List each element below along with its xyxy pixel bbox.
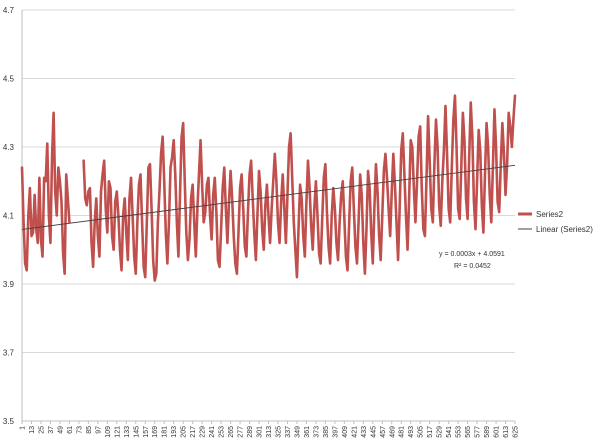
series-lines	[20, 94, 517, 282]
x-tick-label: 421	[351, 426, 358, 438]
x-tick-label: 505	[418, 426, 425, 438]
x-tick-label: 385	[323, 426, 330, 438]
x-tick-label: 289	[247, 426, 254, 438]
y-tick-label: 4.5	[3, 75, 15, 84]
x-tick-label: 373	[313, 426, 320, 438]
x-tick-label: 1	[20, 426, 27, 430]
x-tick-label: 337	[285, 426, 292, 438]
x-tick-label: 301	[257, 426, 264, 438]
x-tick-label: 253	[219, 426, 226, 438]
x-tick-label: 229	[200, 426, 207, 438]
x-tick-label: 541	[446, 426, 453, 438]
x-tick-label: 529	[437, 426, 444, 438]
trendline-equation: y = 0.0003x + 4.0591 R² = 0.0452	[439, 251, 505, 270]
x-tick-label: 277	[238, 426, 245, 438]
x-tick-label: 181	[162, 426, 169, 438]
y-tick-label: 3.9	[3, 280, 15, 289]
x-tick-label: 313	[266, 426, 273, 438]
x-tick-label: 49	[57, 426, 64, 434]
x-tick-label: 133	[124, 426, 131, 438]
series2-line-segment	[20, 111, 71, 276]
x-tick-label: 169	[152, 426, 159, 438]
x-tick-label: 121	[114, 426, 121, 438]
linear-trendline	[21, 164, 516, 230]
x-tick-label: 241	[209, 426, 216, 438]
y-tick-label: 3.5	[3, 417, 15, 426]
x-tick-label: 85	[86, 426, 93, 434]
x-tick-label: 553	[456, 426, 463, 438]
x-tick-label: 577	[475, 426, 482, 438]
x-tick-label: 61	[67, 426, 74, 434]
x-tick-label: 469	[389, 426, 396, 438]
trendline-equation-label: y = 0.0003x + 4.0591	[439, 251, 505, 258]
x-tick-label: 145	[133, 426, 140, 438]
x-tick-label: 217	[190, 426, 197, 438]
y-axis-tick-labels: 3.5 3.7 3.9 4.1 4.3 4.5 4.7	[3, 6, 15, 426]
x-tick-label: 265	[228, 426, 235, 438]
x-tick-label: 361	[304, 426, 311, 438]
x-tick-label: 73	[76, 426, 83, 434]
x-tick-label: 565	[465, 426, 472, 438]
x-tick-label: 205	[181, 426, 188, 438]
x-tick-label: 481	[399, 426, 406, 438]
trendline	[21, 164, 516, 230]
y-tick-label: 3.7	[3, 349, 15, 358]
y-tick-label: 4.3	[3, 143, 15, 152]
x-tick-label: 193	[171, 426, 178, 438]
x-tick-label: 109	[105, 426, 112, 438]
y-tick-label: 4.1	[3, 212, 15, 221]
x-tick-label: 157	[143, 426, 150, 438]
x-tick-label: 25	[38, 426, 45, 434]
legend: Series2 Linear (Series2)	[518, 210, 593, 234]
x-tick-label: 325	[275, 426, 282, 438]
x-tick-label: 349	[294, 426, 301, 438]
gridlines	[21, 9, 515, 422]
x-tick-label: 589	[484, 426, 491, 438]
x-tick-label: 397	[332, 426, 339, 438]
x-tick-label: 445	[370, 426, 377, 438]
x-tick-label: 97	[95, 426, 102, 434]
x-tick-label: 493	[408, 426, 415, 438]
x-tick-label: 13	[29, 426, 36, 434]
x-axis-tick-labels: 1 13 25 37 49 61 73 85 97 109 121 133 145 157 169 181 19…	[20, 421, 520, 438]
x-tick-label: 613	[503, 426, 510, 438]
x-tick-label: 601	[494, 426, 501, 438]
x-tick-label: 37	[48, 426, 55, 434]
x-tick-label: 409	[342, 426, 349, 438]
legend-label-series2: Series2	[536, 210, 564, 219]
x-tick-label: 517	[427, 426, 434, 438]
series2-line-segment	[82, 94, 517, 282]
x-tick-label: 457	[380, 426, 387, 438]
trendline-r2-label: R² = 0.0452	[454, 263, 491, 270]
legend-label-linear: Linear (Series2)	[536, 225, 593, 234]
x-tick-label: 433	[361, 426, 368, 438]
y-tick-label: 4.7	[3, 6, 15, 15]
x-tick-label: 625	[513, 426, 520, 438]
